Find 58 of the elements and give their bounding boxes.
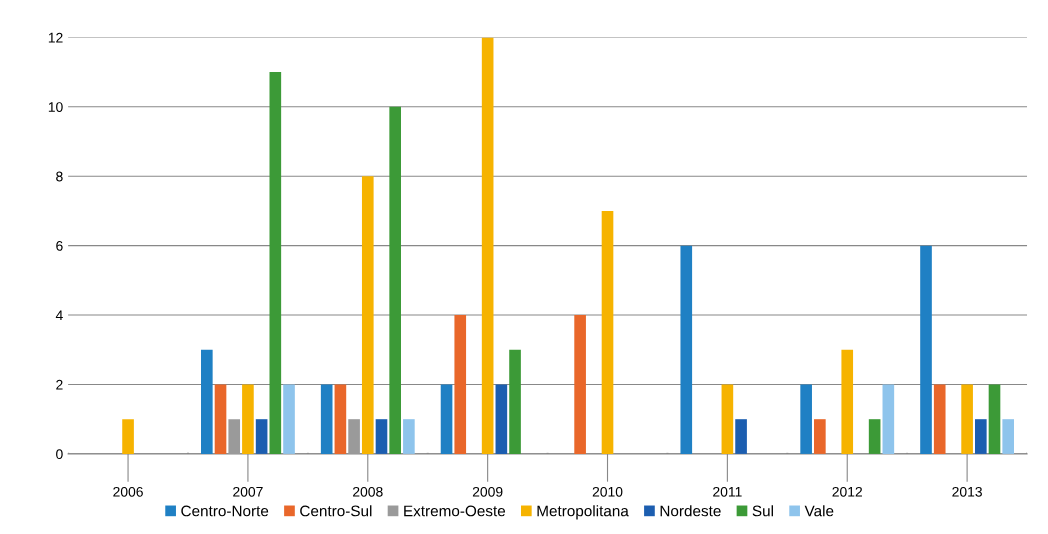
bar: [574, 315, 586, 454]
x-tick-label: 2013: [952, 486, 982, 497]
bar: [228, 419, 241, 454]
bar: [920, 245, 932, 454]
bar: [882, 384, 895, 454]
bar: [974, 419, 987, 454]
bar: [509, 349, 521, 454]
bar: [680, 245, 693, 454]
x-tick-label: 2008: [353, 486, 383, 497]
bar: [868, 419, 881, 454]
bar: [283, 384, 295, 454]
bar: [495, 384, 508, 454]
bar: [320, 384, 333, 454]
legend-label: Centro-Norte: [181, 505, 269, 517]
bar: [361, 176, 374, 454]
bar: [201, 349, 213, 454]
bar: [255, 419, 268, 454]
legend-label: Vale: [804, 505, 834, 517]
bar: [988, 384, 1001, 454]
bar: [242, 384, 254, 454]
legend-label: Metropolitana: [537, 505, 629, 520]
y-tick-label: 8: [56, 171, 63, 182]
legend-label: Centro-Sul: [300, 505, 372, 517]
bar: [269, 72, 282, 454]
legend-label: Extremo-Oeste: [404, 505, 506, 517]
y-tick-label: 4: [55, 310, 63, 321]
x-tick-label: 2006: [113, 486, 143, 497]
bar: [375, 419, 388, 454]
bar: [334, 384, 347, 454]
y-tick-label: 12: [48, 32, 63, 43]
x-tick-label: 2012: [832, 486, 862, 497]
x-tick-label: 2010: [592, 486, 623, 497]
bar: [214, 384, 227, 454]
legend-label: Nordeste: [660, 505, 721, 517]
bar: [814, 419, 826, 454]
x-tick-label: 2007: [233, 486, 263, 497]
x-tick-label: 2009: [472, 486, 503, 497]
bar: [348, 419, 360, 454]
bar: [481, 37, 494, 454]
bar: [735, 419, 747, 454]
bar: [721, 384, 734, 454]
legend-label: Sul: [752, 505, 773, 517]
bar: [961, 384, 973, 454]
bar: [841, 349, 854, 454]
bar: [601, 210, 614, 454]
y-tick-label: 2: [56, 379, 63, 390]
bar: [1002, 419, 1015, 454]
bar: [122, 419, 134, 454]
x-tick-label: 2011: [713, 486, 742, 497]
bar: [389, 106, 401, 454]
bar: [440, 384, 453, 454]
y-tick-label: 6: [56, 240, 63, 251]
bar: [933, 384, 946, 454]
y-tick-label: 10: [48, 102, 63, 112]
bar: [403, 419, 415, 454]
y-tick-label: 0: [56, 449, 63, 460]
bar: [454, 315, 467, 454]
bar: [800, 384, 812, 454]
